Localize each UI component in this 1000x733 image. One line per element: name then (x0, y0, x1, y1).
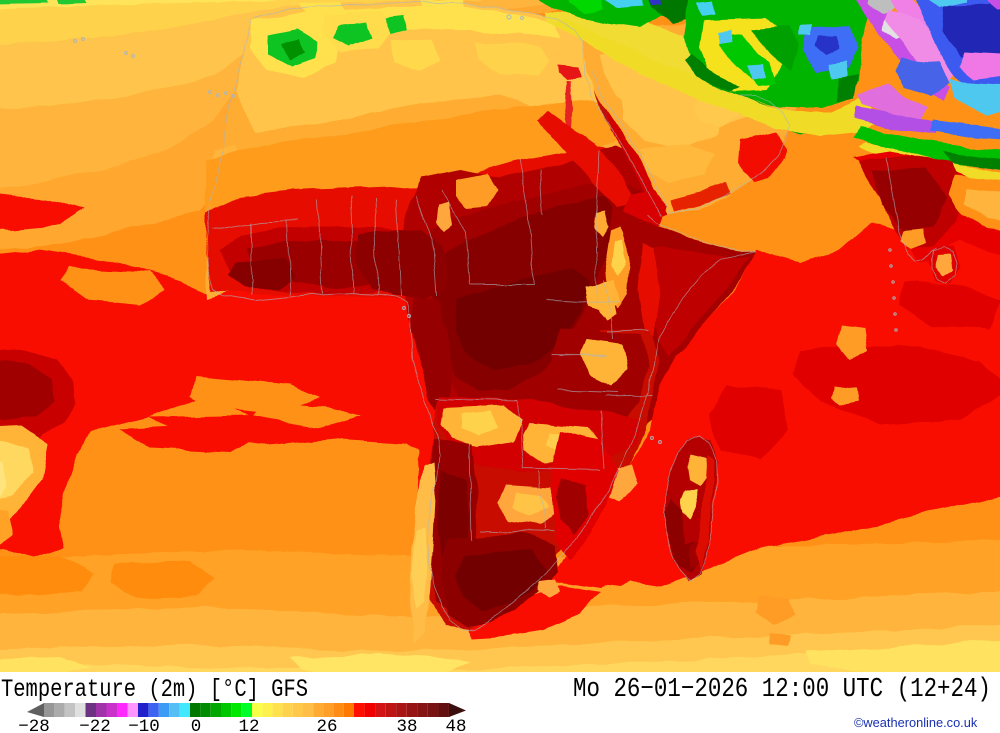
svg-text:26: 26 (316, 717, 337, 733)
svg-text:38: 38 (396, 717, 417, 733)
svg-text:−10: −10 (128, 717, 160, 733)
svg-text:Mo 26−01−2026 12:00 UTC (12+24: Mo 26−01−2026 12:00 UTC (12+24) (573, 675, 991, 705)
svg-text:−22: −22 (79, 717, 111, 733)
svg-text:0: 0 (191, 717, 202, 733)
svg-text:©weatheronline.co.uk: ©weatheronline.co.uk (854, 715, 978, 730)
svg-text:12: 12 (238, 717, 259, 733)
svg-text:Temperature (2m) [°C] GFS: Temperature (2m) [°C] GFS (1, 675, 308, 704)
svg-text:−28: −28 (18, 717, 50, 733)
svg-text:48: 48 (445, 717, 466, 733)
